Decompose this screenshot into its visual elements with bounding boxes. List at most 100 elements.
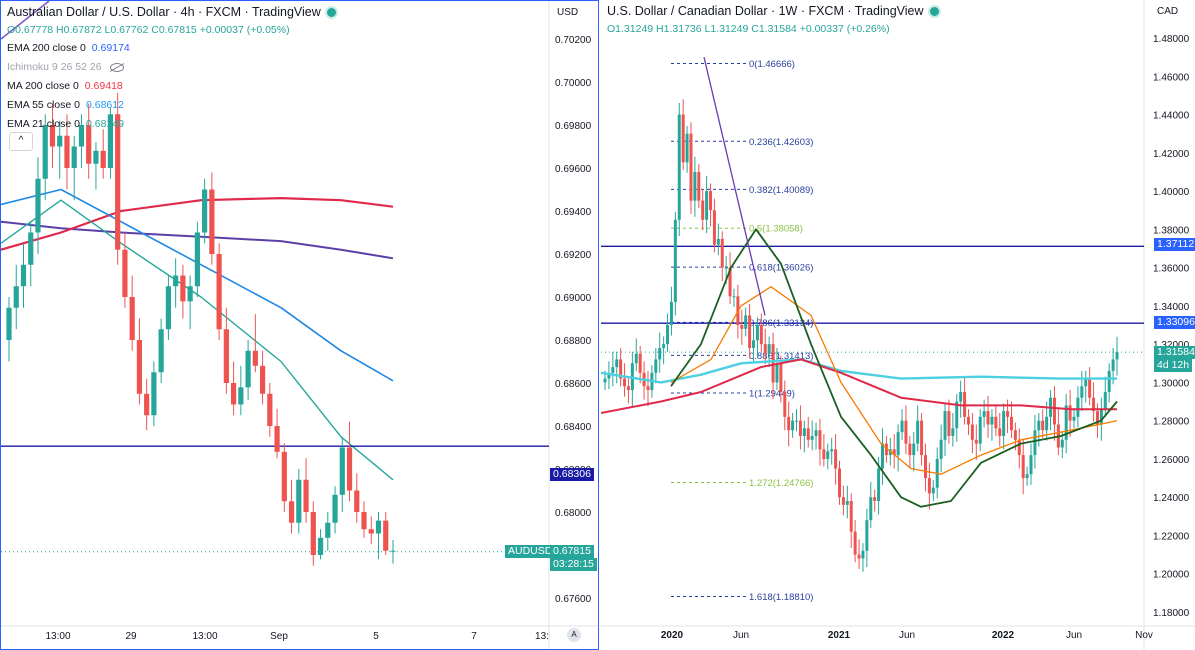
candle-body <box>216 254 222 330</box>
candle-body <box>720 238 724 268</box>
candle-body <box>990 416 994 425</box>
usdcad-chart-canvas[interactable]: 1.48000 1.46000 1.44000 1.42000 1.40000 1.380… <box>601 0 1195 650</box>
ema200-line <box>601 358 1117 384</box>
candle-body <box>947 411 951 436</box>
candle-body <box>873 497 877 502</box>
y-tick-label: 0.68800 <box>555 336 592 347</box>
candle-body <box>798 420 802 436</box>
candle-body <box>748 315 752 348</box>
indicator-value: 0.69418 <box>84 80 123 92</box>
indicator-label: EMA 200 close 0 <box>7 42 86 54</box>
market-status-icon <box>326 8 336 18</box>
y-tick-label: 1.44000 <box>1153 111 1190 122</box>
candle-body <box>908 443 912 456</box>
candle-body <box>20 264 27 287</box>
candle-body <box>880 443 884 469</box>
candle-body <box>42 125 48 179</box>
y-tick-label: 1.38000 <box>1153 225 1190 236</box>
audusd-chart-panel[interactable]: 0.70200 0.70000 0.69800 0.69600 0.69400 0.692… <box>0 0 599 650</box>
fib-level-label: 0(1.46666) <box>749 59 795 70</box>
fib-level-label: 0.236(1.42603) <box>749 137 813 148</box>
candle-body <box>346 447 353 491</box>
candle-body <box>86 125 92 164</box>
x-tick-label: 2022 <box>992 630 1015 641</box>
ohlc-open: O1.31249 <box>607 23 654 35</box>
candle-body <box>1072 416 1076 421</box>
candle-body <box>136 340 143 394</box>
indicator-ema55[interactable]: EMA 55 close 0 0.68612 <box>7 99 124 111</box>
candle-body <box>728 267 732 297</box>
fib-level-label: 1.618(1.18810) <box>749 592 813 603</box>
candle-body <box>245 350 251 388</box>
indicator-ema200[interactable]: EMA 200 close 0 0.69174 <box>7 42 130 54</box>
collapse-legend-button[interactable]: ^ <box>9 132 33 151</box>
candle-body <box>634 353 638 364</box>
candle-body <box>151 372 157 416</box>
candle-body <box>752 340 756 348</box>
candle-body <box>1052 397 1056 425</box>
candle-body <box>771 344 775 383</box>
candle-body <box>943 411 947 440</box>
candle-body <box>361 512 367 530</box>
x-tick-label: 5 <box>373 631 379 642</box>
candle-body <box>767 344 771 354</box>
fib-level-label: 1(1.29449) <box>749 388 795 399</box>
candle-body <box>705 191 709 220</box>
y-tick-label: 1.26000 <box>1153 455 1190 466</box>
candle-body <box>701 200 705 220</box>
ema55-line <box>670 286 1118 475</box>
trendline <box>703 56 766 316</box>
candle-body <box>1017 439 1021 456</box>
ohlc-high: H0.67872 <box>56 24 102 36</box>
audusd-title: Australian Dollar / U.S. Dollar · 4h · F… <box>7 5 321 19</box>
hline-label-2: 1.33096 <box>1154 316 1195 329</box>
candle-body <box>57 135 63 147</box>
candle-body <box>845 501 849 505</box>
candle-body <box>677 114 681 220</box>
candle-body <box>904 420 908 444</box>
candle-body <box>1076 397 1080 417</box>
candle-body <box>78 125 85 147</box>
indicator-label: EMA 21 close 0 <box>7 118 80 130</box>
candle-body <box>1041 420 1045 431</box>
candle-body <box>732 296 736 298</box>
auto-scale-button[interactable]: A <box>567 628 581 642</box>
y-tick-label: 1.34000 <box>1153 302 1190 313</box>
candle-body <box>64 135 70 168</box>
candle-body <box>187 286 193 302</box>
y-tick-label: 1.30000 <box>1153 378 1190 389</box>
candle-body <box>158 329 164 373</box>
candle-body <box>615 359 619 368</box>
candle-body <box>1103 391 1107 410</box>
ohlc-change: +0.00037 (+0.05%) <box>199 24 290 36</box>
candle-body <box>1080 386 1084 398</box>
indicator-ma200[interactable]: MA 200 close 0 0.69418 <box>7 80 123 92</box>
y-tick-label: 0.67600 <box>555 594 592 605</box>
y-tick-label: 0.69600 <box>555 164 592 175</box>
indicator-ema21[interactable]: EMA 21 close 0 0.68149 <box>7 118 124 130</box>
usdcad-title: U.S. Dollar / Canadian Dollar · 1W · FXC… <box>607 4 924 18</box>
indicator-ichimoku[interactable]: Ichimoku 9 26 52 26 <box>7 61 124 73</box>
hidden-eye-icon[interactable] <box>109 62 124 72</box>
y-tick-label: 0.68400 <box>555 422 592 433</box>
candle-body <box>927 478 931 494</box>
candle-body <box>1033 430 1037 456</box>
candle-body <box>100 150 106 168</box>
candle-body <box>332 494 338 523</box>
ohlc-close: C0.67815 <box>151 24 197 36</box>
candle-body <box>28 232 34 265</box>
indicator-value: 0.69174 <box>91 42 130 54</box>
candle-body <box>669 302 673 325</box>
usdcad-chart-panel[interactable]: 1.48000 1.46000 1.44000 1.42000 1.40000 1.380… <box>601 0 1195 650</box>
bar-countdown: 4d 12h <box>1154 359 1193 372</box>
candle-body <box>744 315 748 329</box>
candle-body <box>603 378 607 383</box>
candle-body <box>611 367 615 373</box>
usdcad-header: U.S. Dollar / Canadian Dollar · 1W · FXC… <box>607 4 939 18</box>
candle-body <box>638 353 642 373</box>
y-tick-label: 0.70200 <box>555 35 592 46</box>
candle-body <box>6 307 12 340</box>
candle-body <box>892 449 896 456</box>
x-tick-label: Nov <box>1135 630 1153 641</box>
y-tick-label: 0.70000 <box>555 78 592 89</box>
